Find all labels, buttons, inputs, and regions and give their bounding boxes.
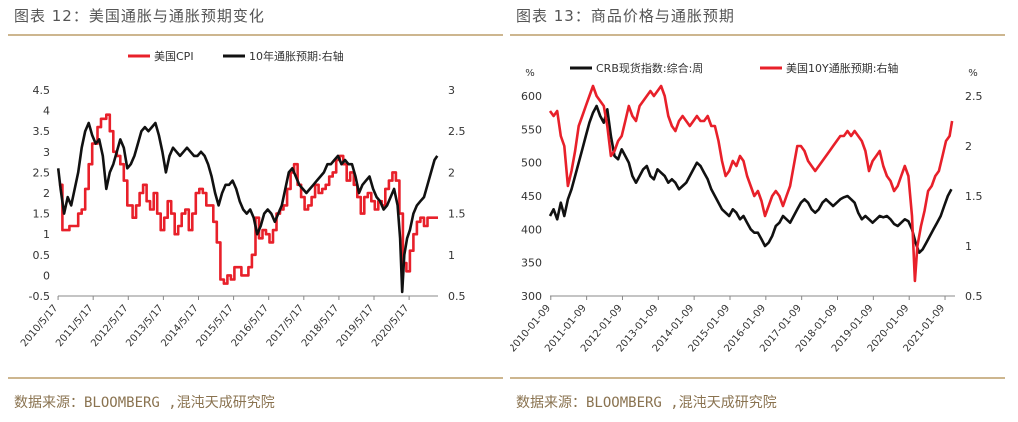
y-right-tick-label: 3: [448, 84, 455, 97]
figure-13: 图表 13：商品价格与通胀预期 300 350 400 450 500 550 600 0.5…: [510, 0, 1010, 422]
series-line-1: [56, 121, 439, 294]
y-right-tick-label: 0.5: [965, 290, 983, 303]
y-left-tick-label: 1.5: [33, 208, 51, 221]
top-rule: [510, 34, 1005, 36]
figure-title: 图表 12：美国通胀与通胀预期变化: [14, 7, 265, 25]
legend-label-1: 10年通胀预期:右轴: [249, 49, 344, 63]
y-left-tick-label: 0.5: [33, 249, 51, 262]
bottom-rule: [510, 377, 1005, 379]
y-left-tick-label: 4: [43, 105, 50, 118]
y-left-tick-label: 2: [43, 187, 50, 200]
y-left-tick-label: 300: [521, 290, 542, 303]
chart-inflation-expectations: -0.500.511.522.533.544.50.511.522.532010…: [19, 49, 466, 349]
y-left-tick-label: 550: [521, 123, 542, 136]
figure-source: 数据来源：BLOOMBERG ,混沌天成研究院: [14, 395, 275, 411]
top-rule: [8, 34, 503, 36]
series-line-1: [548, 84, 954, 283]
y-left-tick-label: 4.5: [33, 84, 51, 97]
y-right-tick-label: 2: [965, 140, 972, 153]
y-left-tick-label: 400: [521, 223, 542, 236]
y-right-tick-label: 2.5: [448, 125, 466, 138]
y-left-tick-label: 2.5: [33, 166, 51, 179]
y-right-tick-label: 1.5: [448, 208, 466, 221]
y-left-tick-label: 500: [521, 157, 542, 170]
y-right-unit: %: [968, 68, 978, 79]
y-right-tick-label: 0.5: [448, 290, 466, 303]
y-left-tick-label: 0: [43, 269, 50, 282]
legend-label-1: 美国10Y通胀预期:右轴: [786, 61, 898, 75]
y-right-tick-label: 1.5: [965, 190, 983, 203]
y-right-tick-label: 1: [965, 240, 972, 253]
legend-label-0: CRB现货指数:综合:周: [596, 61, 703, 75]
y-left-unit: %: [525, 68, 535, 79]
figure-12: 图表 12：美国通胀与通胀预期变化 -0.5 0 0.5 1 1.5 2 2.5 3 3.5 4 4…: [8, 0, 508, 422]
figure-source: 数据来源：BLOOMBERG ,混沌天成研究院: [516, 395, 777, 411]
y-left-tick-label: 350: [521, 257, 542, 270]
y-left-tick-label: 3: [43, 146, 50, 159]
y-right-tick-label: 2: [448, 166, 455, 179]
y-left-tick-label: -0.5: [29, 290, 50, 303]
legend-label-0: 美国CPI: [154, 50, 194, 63]
y-left-tick-label: 450: [521, 190, 542, 203]
y-left-tick-label: 600: [521, 90, 542, 103]
bottom-rule: [8, 377, 503, 379]
y-left-tick-label: 3.5: [33, 125, 51, 138]
y-right-tick-label: 1: [448, 249, 455, 262]
series-line-0: [548, 104, 953, 254]
y-right-tick-label: 2.5: [965, 90, 983, 103]
x-tick-label: 2020/5/17: [370, 303, 411, 349]
series-line-0: [58, 113, 438, 285]
figure-title: 图表 13：商品价格与通胀预期: [516, 7, 735, 25]
y-left-tick-label: 1: [43, 228, 50, 241]
